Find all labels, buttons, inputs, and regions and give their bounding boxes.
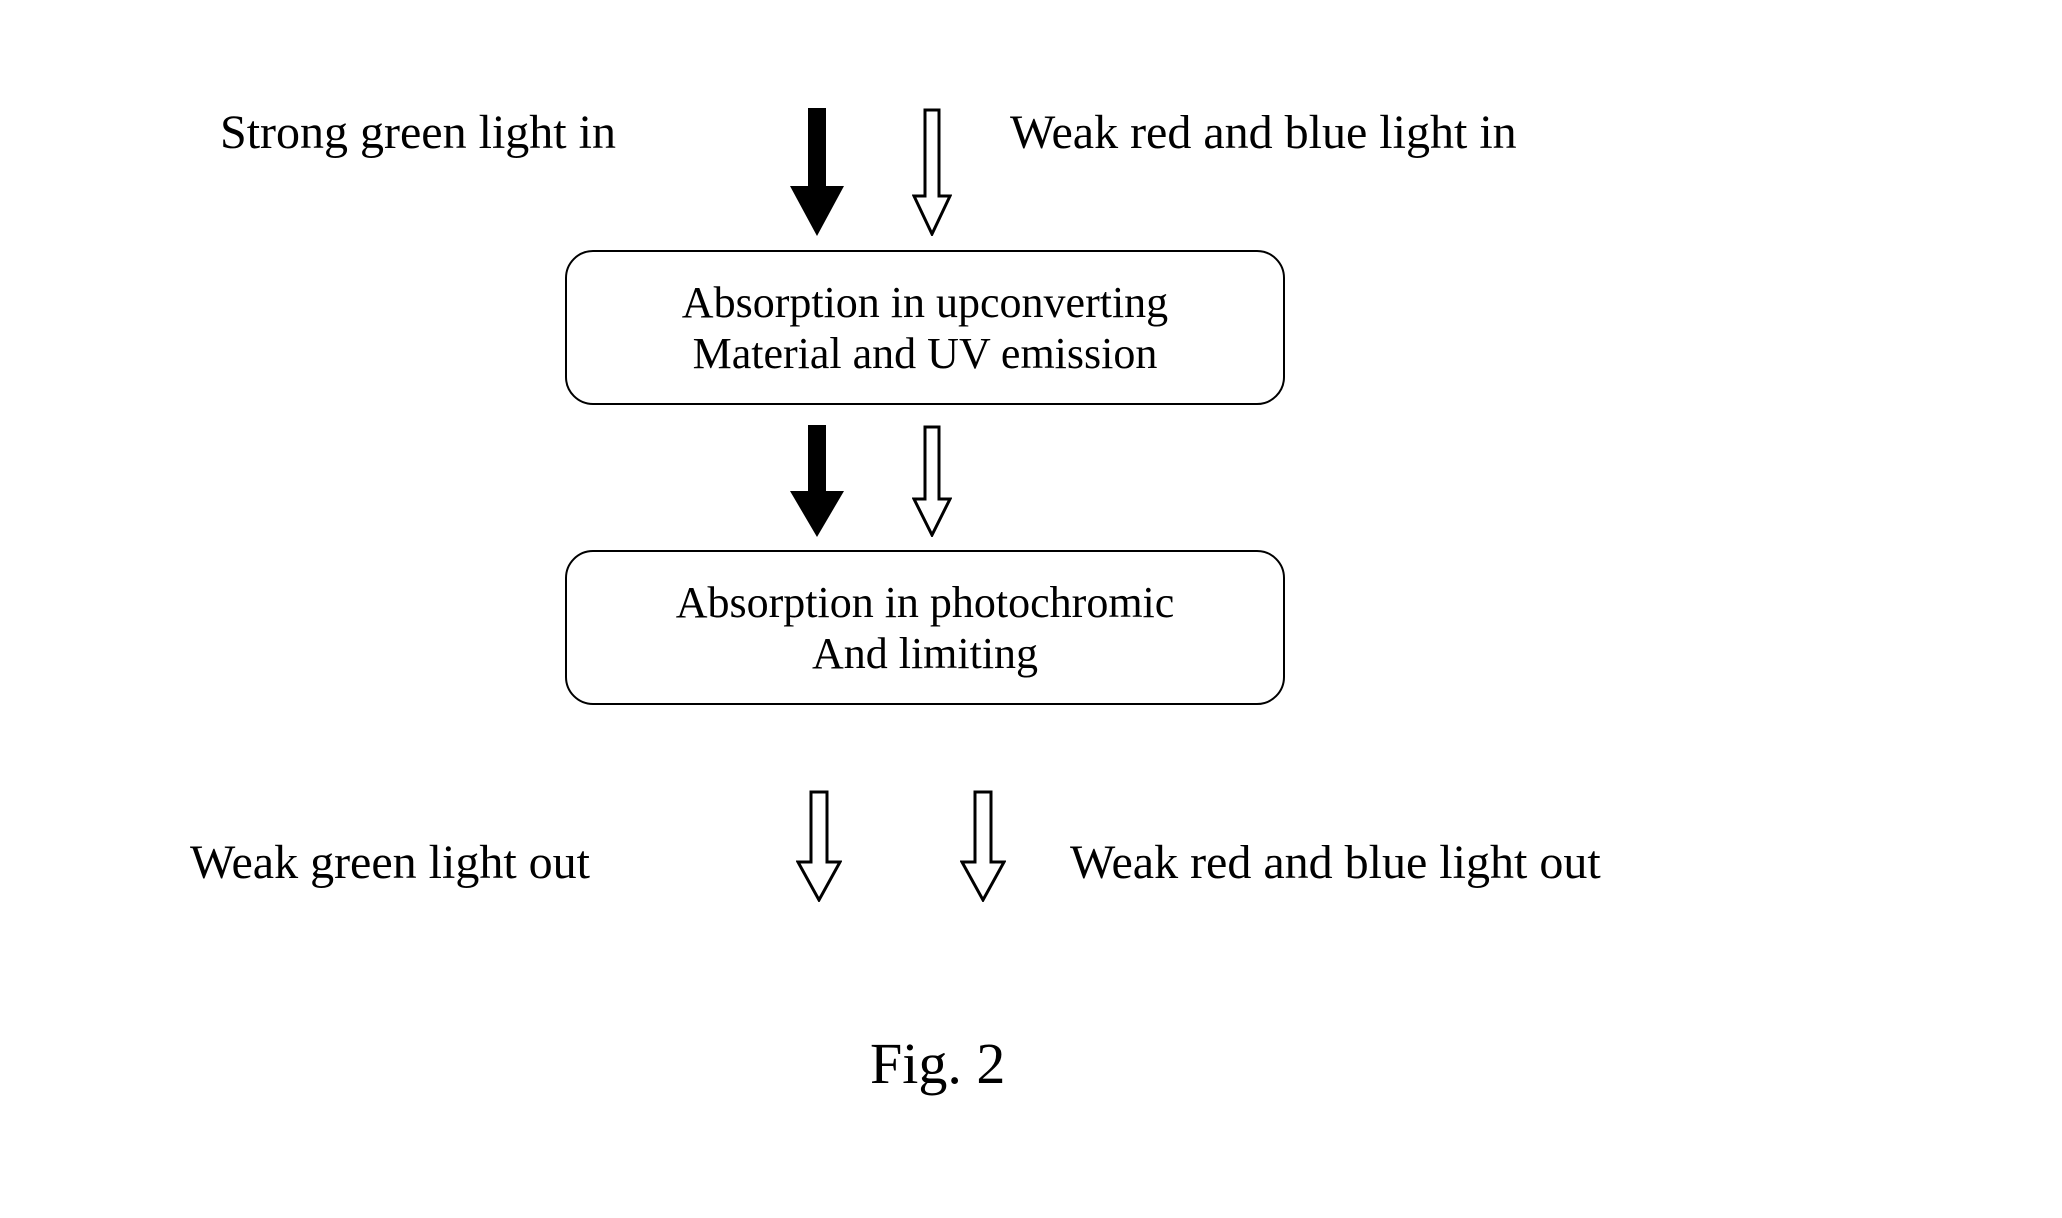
box-upconverting-line1: Absorption in upconverting	[682, 277, 1168, 328]
label-top-right-input: Weak red and blue light in	[1010, 105, 1517, 160]
label-top-left-input: Strong green light in	[220, 105, 616, 160]
label-bottom-left-output: Weak green light out	[190, 835, 590, 890]
arrow-top-filled	[790, 108, 844, 236]
box-photochromic: Absorption in photochromic And limiting	[565, 550, 1285, 705]
label-bottom-right-output: Weak red and blue light out	[1070, 835, 1601, 890]
figure-caption: Fig. 2	[870, 1030, 1005, 1097]
box-photochromic-line1: Absorption in photochromic	[676, 577, 1175, 628]
box-upconverting: Absorption in upconverting Material and …	[565, 250, 1285, 405]
arrow-top-hollow	[912, 108, 952, 236]
arrow-mid-hollow	[912, 425, 952, 537]
box-photochromic-line2: And limiting	[812, 628, 1038, 679]
arrow-mid-filled	[790, 425, 844, 537]
box-upconverting-line2: Material and UV emission	[693, 328, 1158, 379]
arrow-bot-hollow-left	[796, 790, 842, 902]
arrow-bot-hollow-right	[960, 790, 1006, 902]
